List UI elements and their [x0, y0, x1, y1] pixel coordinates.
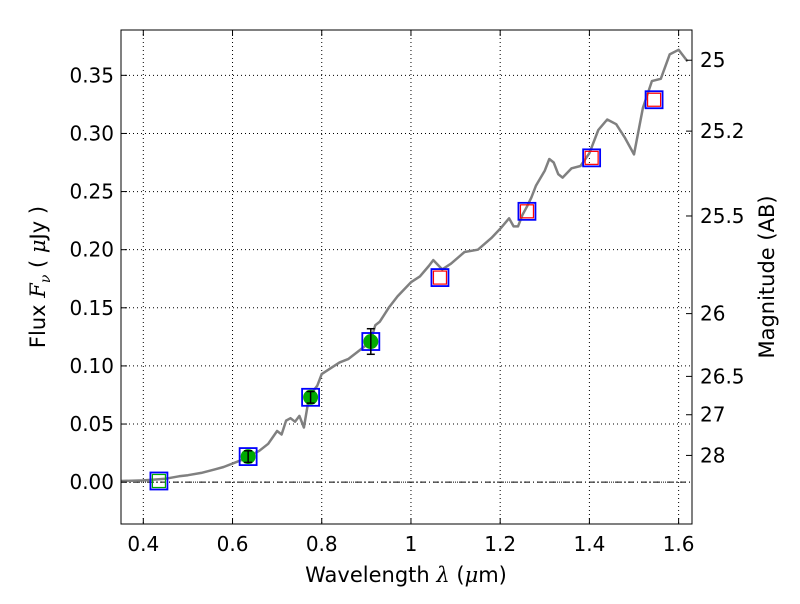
right-tick-label: 27	[700, 403, 725, 427]
y-tick-label: 0.15	[69, 296, 114, 320]
photometry-points	[149, 90, 664, 491]
y-tick-labels: 0.00 0.05 0.10 0.15 0.20 0.25 0.30 0.35	[69, 63, 114, 494]
spectrum-line	[120, 48, 689, 483]
x-axis-label: Wavelength λ (μm)	[305, 563, 507, 587]
model-point-blue	[238, 447, 258, 466]
model-point-green	[151, 473, 167, 489]
x-tick-label: 1	[405, 532, 418, 556]
model-point-red	[519, 204, 535, 219]
right-tick-labels: 25 25.2 25.5 26 26.5 27 28	[700, 48, 745, 467]
x-tick-label: 1.6	[663, 532, 695, 556]
right-tick-label: 28	[700, 443, 725, 467]
model-point-red	[584, 150, 599, 165]
y-tick-label: 0.05	[69, 412, 114, 436]
x-tick-label: 1.2	[484, 532, 516, 556]
x-tick-label: 0.4	[127, 532, 159, 556]
right-tick-label: 26	[700, 302, 725, 326]
right-tick-label: 25.5	[700, 204, 745, 228]
model-point-red	[646, 92, 662, 107]
model-point-blue	[430, 268, 450, 287]
y-tick-label: 0.10	[69, 354, 114, 378]
y-tick-label: 0.25	[69, 180, 114, 204]
y-axis-label-right: Magnitude (AB)	[755, 195, 779, 358]
ticks	[121, 30, 692, 524]
y-axis-label: Flux Fν ( μJy )	[26, 206, 54, 348]
spectrum-series	[120, 48, 689, 483]
grid	[121, 30, 692, 524]
y-tick-label: 0.00	[69, 470, 114, 494]
x-tick-label: 1.4	[573, 532, 605, 556]
model-point-blue	[149, 471, 169, 491]
y-tick-label: 0.35	[69, 63, 114, 87]
right-tick-label: 26.5	[700, 364, 745, 388]
model-point-blue	[582, 148, 602, 168]
model-point-red	[432, 270, 448, 285]
plot-frame	[120, 29, 693, 525]
model-point-blue	[517, 201, 537, 221]
y-tick-label: 0.20	[69, 238, 114, 262]
x-tick-label: 0.8	[306, 532, 338, 556]
x-tick-label: 0.6	[217, 532, 249, 556]
x-tick-labels: 0.4 0.6 0.8 1 1.2 1.4 1.6	[127, 532, 694, 556]
model-point-blue	[644, 90, 664, 110]
y-tick-label: 0.30	[69, 121, 114, 145]
model-point-blue	[301, 387, 320, 407]
right-tick-label: 25	[700, 48, 725, 72]
right-tick-label: 25.2	[700, 119, 745, 143]
